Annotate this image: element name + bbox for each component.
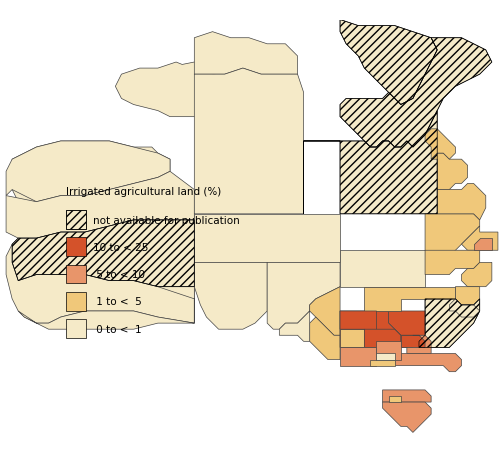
Polygon shape (340, 251, 425, 287)
Polygon shape (474, 239, 492, 251)
FancyBboxPatch shape (66, 211, 86, 230)
Polygon shape (309, 287, 340, 336)
Text: 0 to <  1: 0 to < 1 (93, 324, 142, 334)
Polygon shape (389, 396, 401, 402)
Polygon shape (6, 245, 195, 324)
Polygon shape (6, 172, 195, 239)
Polygon shape (340, 347, 376, 366)
Polygon shape (195, 69, 303, 214)
Polygon shape (407, 336, 431, 354)
Polygon shape (425, 251, 480, 275)
Text: 1 to <  5: 1 to < 5 (93, 297, 142, 307)
Polygon shape (340, 311, 376, 336)
Polygon shape (18, 287, 195, 330)
FancyBboxPatch shape (66, 319, 86, 338)
Polygon shape (340, 311, 413, 347)
Polygon shape (195, 214, 340, 263)
Polygon shape (425, 129, 456, 160)
Text: 10 to < 25: 10 to < 25 (93, 242, 149, 252)
Text: 5 to < 10: 5 to < 10 (93, 269, 145, 280)
Polygon shape (195, 263, 267, 330)
Polygon shape (462, 226, 498, 251)
FancyBboxPatch shape (66, 292, 86, 311)
Polygon shape (437, 184, 486, 220)
Polygon shape (340, 21, 437, 105)
Polygon shape (6, 142, 170, 202)
Text: not available for publication: not available for publication (93, 215, 240, 225)
Polygon shape (340, 39, 492, 148)
Polygon shape (195, 33, 297, 75)
Polygon shape (456, 287, 480, 305)
Polygon shape (389, 311, 425, 336)
Polygon shape (450, 299, 480, 317)
Polygon shape (383, 402, 431, 432)
Polygon shape (364, 287, 456, 311)
Polygon shape (12, 220, 195, 287)
Polygon shape (462, 263, 492, 287)
Text: Irrigated agricultural land (%): Irrigated agricultural land (%) (66, 187, 221, 197)
Polygon shape (376, 341, 401, 360)
Polygon shape (279, 311, 309, 341)
Polygon shape (303, 112, 437, 214)
Polygon shape (370, 360, 395, 366)
FancyBboxPatch shape (66, 265, 86, 284)
Polygon shape (267, 263, 340, 330)
Polygon shape (12, 142, 170, 202)
Polygon shape (340, 330, 364, 347)
Polygon shape (383, 390, 431, 402)
Polygon shape (425, 214, 480, 257)
Polygon shape (401, 336, 425, 347)
Polygon shape (431, 154, 468, 190)
Polygon shape (115, 63, 231, 118)
Polygon shape (376, 354, 395, 360)
FancyBboxPatch shape (66, 238, 86, 257)
Polygon shape (364, 330, 401, 347)
Polygon shape (309, 317, 340, 360)
Polygon shape (419, 299, 480, 347)
Polygon shape (395, 354, 462, 372)
